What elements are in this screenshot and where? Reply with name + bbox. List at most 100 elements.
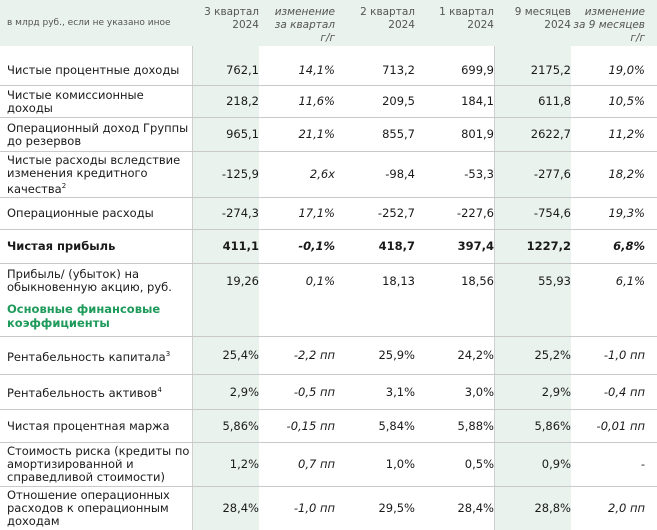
table-row: Чистые расходы вследствие изменения кред…: [0, 152, 657, 198]
header-col-9m-change: изменение за 9 месяцев г/г: [573, 6, 645, 44]
value-9m: 2175,2: [530, 63, 571, 77]
value-9m: 25,2%: [534, 348, 571, 362]
column-divider: [494, 46, 495, 530]
value-9m: 55,93: [538, 273, 571, 288]
value-9m: -754,6: [533, 206, 571, 220]
value-q3: 965,1: [226, 127, 259, 141]
row-label: Рентабельность активов4: [7, 385, 162, 400]
value-quarter-change: 11,6%: [298, 94, 335, 108]
value-q2: 3,1%: [385, 384, 415, 399]
value-q1: -227,6: [456, 206, 494, 220]
value-9m: 0,9%: [541, 457, 571, 471]
value-9m-change: -1,0 пп: [603, 348, 645, 362]
value-quarter-change: -1,0 пп: [293, 501, 335, 515]
row-label: Чистые расходы вследствие изменения кред…: [7, 152, 181, 196]
header-col-q3: 3 квартал 2024: [204, 6, 259, 31]
row-label: Чистая прибыль: [7, 239, 116, 253]
header-col-9m: 9 месяцев 2024: [514, 6, 571, 31]
column-divider: [192, 46, 193, 530]
table-row: Отношение операционных расходов к операц…: [0, 487, 657, 530]
value-q1: 28,4%: [457, 501, 494, 515]
value-9m: 5,86%: [534, 418, 571, 433]
value-q3: 5,86%: [222, 418, 259, 433]
value-9m-change: 11,2%: [608, 127, 645, 141]
value-9m-change: 19,3%: [608, 206, 645, 220]
row-label: Отношение операционных расходов к операц…: [7, 488, 170, 528]
value-9m-change: 10,5%: [608, 94, 645, 108]
value-quarter-change: 17,1%: [298, 206, 335, 220]
value-9m: 611,8: [538, 94, 571, 108]
row-label: Чистая процентная маржа: [7, 418, 170, 433]
value-q1: 801,9: [461, 127, 494, 141]
row-label: Рентабельность капитала3: [7, 349, 171, 364]
nine-months-column-shade: [494, 0, 571, 530]
value-q2: 209,5: [382, 94, 415, 108]
row-label: Прибыль/ (убыток) на обыкновенную акцию,…: [7, 267, 172, 294]
value-9m-change: 19,0%: [608, 63, 645, 77]
current-quarter-column-shade: [192, 0, 259, 530]
value-q1: 18,56: [461, 273, 494, 288]
table-row: Прибыль/ (убыток) на обыкновенную акцию,…: [0, 264, 657, 298]
table-row: Чистые процентные доходы 762,1 14,1% 713…: [0, 56, 657, 86]
value-9m-change: -0,01 пп: [596, 418, 645, 433]
value-9m: -277,6: [533, 167, 571, 181]
value-quarter-change: 0,7 пп: [298, 457, 335, 471]
value-q1: 397,4: [457, 239, 494, 253]
table-row: Стоимость риска (кредиты по амортизирова…: [0, 443, 657, 487]
value-q3: 218,2: [226, 94, 259, 108]
value-9m-change: -0,4 пп: [603, 384, 645, 399]
table-row: Чистые комиссионные доходы 218,2 11,6% 2…: [0, 86, 657, 118]
value-q2: 713,2: [382, 63, 415, 77]
row-label: Операционный доход Группы до резервов: [7, 120, 189, 148]
value-q2: 855,7: [382, 127, 415, 141]
value-q1: 699,9: [461, 63, 494, 77]
value-quarter-change: -0,15 пп: [286, 418, 335, 433]
value-9m-change: 6,8%: [613, 239, 645, 253]
value-q3: 25,4%: [222, 348, 259, 362]
table-row: Чистая процентная маржа 5,86% -0,15 пп 5…: [0, 410, 657, 443]
value-quarter-change: 0,1%: [305, 273, 335, 288]
table-row-net-profit: Чистая прибыль 411,1 -0,1% 418,7 397,4 1…: [0, 230, 657, 264]
row-label: Операционные расходы: [7, 206, 154, 220]
row-label: Стоимость риска (кредиты по амортизирова…: [7, 444, 190, 484]
units-note: в млрд руб., если не указано иное: [7, 18, 171, 28]
value-q2: 5,84%: [378, 418, 415, 433]
value-q3: 762,1: [226, 63, 259, 77]
row-label: Чистые комиссионные доходы: [7, 87, 144, 115]
table-row: Рентабельность активов4 2,9% -0,5 пп 3,1…: [0, 375, 657, 410]
value-q3: 411,1: [222, 239, 259, 253]
header-col-quarter-change: изменение за квартал г/г: [274, 6, 335, 44]
table-row: Операционные расходы -274,3 17,1% -252,7…: [0, 198, 657, 230]
value-q2: 29,5%: [378, 501, 415, 515]
header-col-q2: 2 квартал 2024: [360, 6, 415, 31]
value-q3: 19,26: [226, 273, 259, 288]
value-quarter-change: 14,1%: [298, 63, 335, 77]
value-9m-change: 2,0 пп: [608, 501, 645, 515]
value-quarter-change: -0,5 пп: [293, 384, 335, 399]
value-q1: 3,0%: [464, 384, 494, 399]
table-header: [0, 0, 657, 46]
value-9m-change: 18,2%: [608, 167, 645, 181]
row-label: Чистые процентные доходы: [7, 63, 180, 77]
value-9m: 2622,7: [530, 127, 571, 141]
value-quarter-change: -2,2 пп: [293, 348, 335, 362]
value-q3: -125,9: [221, 167, 259, 181]
value-quarter-change: 21,1%: [298, 127, 335, 141]
section-row: [0, 300, 657, 337]
value-q2: 25,9%: [378, 348, 415, 362]
value-q1: -53,3: [464, 167, 494, 181]
section-title: Основные финансовые коэффициенты: [7, 302, 161, 330]
value-quarter-change: 2,6x: [309, 167, 335, 181]
value-q1: 0,5%: [464, 457, 494, 471]
header-col-q1: 1 квартал 2024: [439, 6, 494, 31]
value-q1: 184,1: [461, 94, 494, 108]
value-9m: 2,9%: [541, 384, 571, 399]
value-q2: -252,7: [377, 206, 415, 220]
value-q2: 418,7: [378, 239, 415, 253]
value-q2: 18,13: [382, 273, 415, 288]
value-q3: 28,4%: [222, 501, 259, 515]
table-row: Рентабельность капитала3 25,4% -2,2 пп 2…: [0, 337, 657, 375]
value-q2: 1,0%: [385, 457, 415, 471]
value-9m: 28,8%: [534, 501, 571, 515]
value-q2: -98,4: [385, 167, 415, 181]
